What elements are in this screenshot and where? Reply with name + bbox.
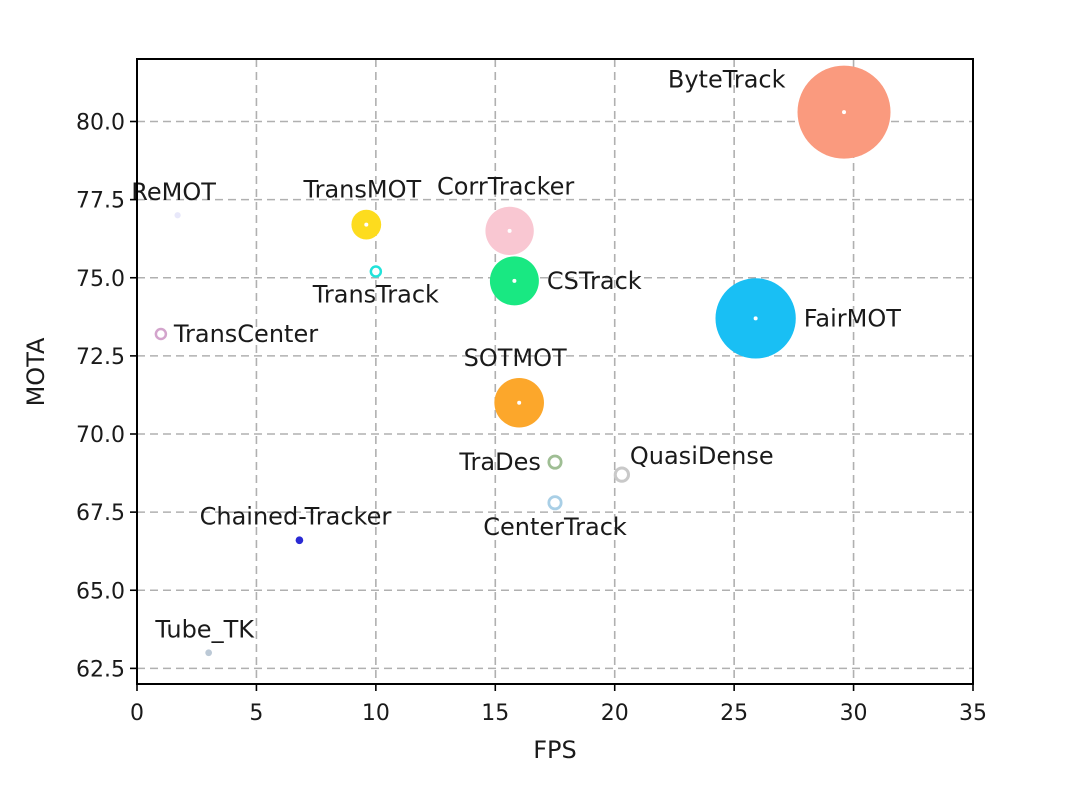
point-label: SOTMOT xyxy=(464,344,567,372)
point-label: Chained-Tracker xyxy=(200,502,392,530)
point-label: ByteTrack xyxy=(668,66,786,94)
data-point-chained-tracker xyxy=(295,536,304,545)
data-point-centertrack xyxy=(547,495,563,511)
y-axis-title: MOTA xyxy=(22,337,50,406)
data-point-center-dot xyxy=(512,278,517,283)
data-point-center-dot xyxy=(507,228,512,233)
data-point-remot xyxy=(174,212,181,219)
y-tick-label: 65.0 xyxy=(76,579,125,604)
y-tick-label: 80.0 xyxy=(76,111,125,136)
y-tick-label: 75.0 xyxy=(76,267,125,292)
x-tick-label: 35 xyxy=(959,701,987,726)
data-point-quasidense xyxy=(613,466,631,483)
x-tick-label: 10 xyxy=(362,701,390,726)
point-label: CorrTracker xyxy=(437,173,574,201)
point-label: QuasiDense xyxy=(630,442,774,470)
data-point-trades xyxy=(547,454,563,470)
point-label: ReMOT xyxy=(131,178,216,206)
point-label: TransTrack xyxy=(312,281,439,309)
y-tick-label: 62.5 xyxy=(76,657,125,682)
data-point-center-dot xyxy=(517,400,522,405)
x-axis-title: FPS xyxy=(533,736,577,764)
y-tick-label: 72.5 xyxy=(76,345,125,370)
x-tick-label: 20 xyxy=(601,701,629,726)
point-label: CSTrack xyxy=(547,267,642,295)
axis-ticks: 0 5 10 15 20 25 30 35 62.5 65.0 67.5 70.0 72.5 75.0 77… xyxy=(76,111,987,727)
x-tick-label: 30 xyxy=(840,701,868,726)
point-labels: ByteTrack ReMOT TransMOT CorrTracker TransTr… xyxy=(131,66,901,644)
y-tick-label: 67.5 xyxy=(76,501,125,526)
data-point-transcenter xyxy=(154,327,168,341)
data-point-center-dot xyxy=(753,316,758,321)
data-point-center-dot xyxy=(364,222,369,227)
markers xyxy=(154,65,891,657)
point-label: CenterTrack xyxy=(483,513,627,541)
y-tick-label: 77.5 xyxy=(76,189,125,214)
point-label: TransMOT xyxy=(302,176,421,204)
x-tick-label: 15 xyxy=(481,701,509,726)
point-label: TransCenter xyxy=(173,320,318,348)
x-tick-label: 5 xyxy=(249,701,263,726)
point-label: TraDes xyxy=(458,448,540,476)
x-tick-label: 25 xyxy=(720,701,748,726)
data-point-center-dot xyxy=(842,110,847,115)
data-point-transtrack xyxy=(369,265,383,278)
data-point-tube-tk xyxy=(205,649,213,657)
x-tick-label: 0 xyxy=(130,701,144,726)
plot-frame xyxy=(136,58,974,685)
point-label: Tube_TK xyxy=(154,615,255,643)
y-tick-label: 70.0 xyxy=(76,423,125,448)
point-label: FairMOT xyxy=(804,304,901,332)
